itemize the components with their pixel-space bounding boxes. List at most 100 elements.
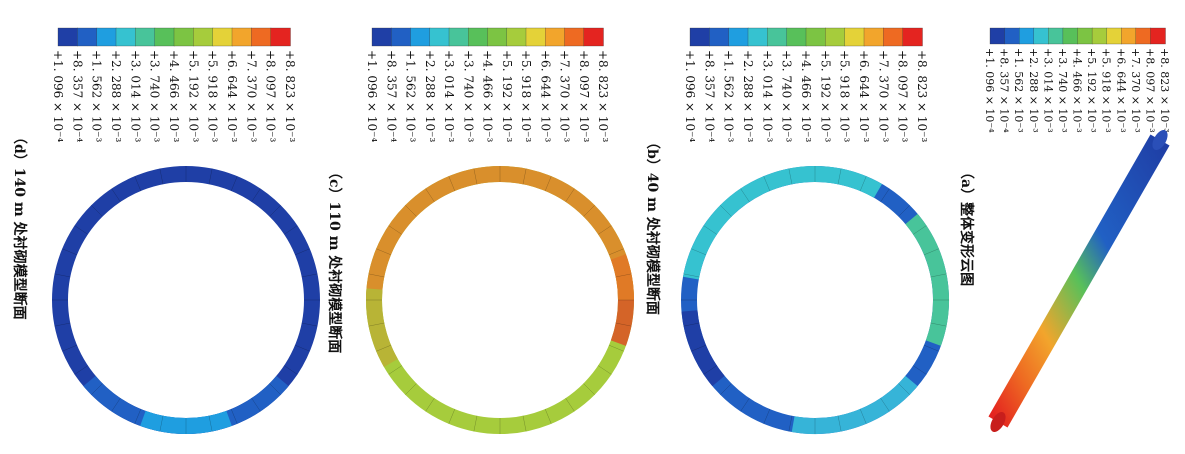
colorbar-segment [77,27,98,47]
colorbar-segment [1019,27,1035,45]
legend-label: +8. 357 × 10⁻⁴ [70,50,84,143]
ring-joint [134,176,141,192]
legend-label: +2. 288 × 10⁻³ [423,50,437,143]
ring-joint [740,398,750,412]
colorbar-segment [564,27,585,47]
legend-label: +4. 466 × 10⁻³ [167,50,181,143]
legend-label: +3. 014 × 10⁻³ [128,50,142,143]
ring-joint [898,383,910,395]
ring-joint [284,365,298,375]
ring-joint [448,176,455,192]
ring-joint [545,176,552,192]
ring-joint [720,205,732,217]
colorbar-segment [989,27,1006,45]
legend-label: +3. 740 × 10⁻³ [461,50,475,143]
ring-region [791,375,918,434]
ring-joint [683,273,700,278]
colorbar-segment [786,27,807,47]
colorbar-segment [173,27,194,47]
ring-joint [691,345,707,352]
legend-label: +7. 370 × 10⁻³ [1129,48,1142,133]
legend-label: +6. 644 × 10⁻³ [1114,48,1127,133]
legend-label: +8. 097 × 10⁻³ [264,50,278,143]
colorbar-segment [709,27,730,47]
ring-joint [880,188,890,202]
legend-label: +8. 823 × 10⁻³ [596,50,610,143]
ring-joint [608,345,624,352]
caption: （c）110 m 处衬砌模型断面 [326,165,343,353]
colorbar-segment [689,27,710,47]
colorbar-segment [487,27,508,47]
ring-joint [763,408,770,424]
legend-label: +8. 823 × 10⁻³ [1158,48,1171,133]
colorbar-segment [863,27,884,47]
ring-joint [231,408,238,424]
ring-joint [913,365,927,375]
ring-joint [860,176,867,192]
ring-joint [598,225,612,235]
colorbar-segment [844,27,865,47]
ring-joint [583,383,595,395]
ring-joint [62,248,78,255]
ring-joint [837,168,842,185]
ring-region [610,299,634,346]
ring-joint [251,398,261,412]
colorbar-segment [767,27,788,47]
colorbar-segment [583,27,604,47]
legend-label: +3. 740 × 10⁻³ [780,50,794,143]
legend-label: +3. 014 × 10⁻³ [760,50,774,143]
colorbar-segment [1048,27,1064,45]
legend-label: +5. 918 × 10⁻³ [206,50,220,143]
colorbar-segment [251,27,272,47]
colorbar-segment [506,27,527,47]
ring-joint [545,408,552,424]
ring-joint [565,188,575,202]
ring-joint [91,383,103,395]
caption: （d）140 m 处衬砌模型断面 [11,130,28,320]
legend-label: +8. 097 × 10⁻³ [577,50,591,143]
colorbar-segment [135,27,156,47]
ring-joint [763,176,770,192]
ring-joint [522,415,527,432]
legend-label: +5. 192 × 10⁻³ [818,50,832,143]
ring-joint [923,345,939,352]
legend-label: +4. 466 × 10⁻³ [1071,48,1084,133]
ring-joint [111,398,121,412]
colorbar-segment [391,27,412,47]
colorbar-segment [115,27,136,47]
ring-joint [74,365,88,375]
ring-joint [368,273,385,278]
ring-joint [448,408,455,424]
legend-label: +3. 014 × 10⁻³ [1041,48,1054,133]
ring-joint [294,345,310,352]
ring-joint [376,248,392,255]
ring-joint [388,365,402,375]
ring-joint [388,225,402,235]
legend-label: +1. 096 × 10⁻⁴ [983,48,996,133]
colorbar-segment [212,27,233,47]
legend-label: +3. 740 × 10⁻³ [1056,48,1069,133]
colorbar-segment [805,27,826,47]
ring-joint [522,168,527,185]
ring-joint [720,383,732,395]
ring-joint [269,205,281,217]
ring-joint [473,168,478,185]
colorbar-segment [193,27,214,47]
legend-label: +8. 357 × 10⁻⁴ [702,50,716,143]
ring-joint [860,408,867,424]
ring-joint [615,322,632,327]
colorbar-segment [1091,27,1108,45]
legend-label: +4. 466 × 10⁻³ [799,50,813,143]
colorbar-segment [371,27,392,47]
colorbar-segment [1062,27,1079,45]
ring-joint [608,248,624,255]
legend-label: +8. 097 × 10⁻³ [1143,48,1156,133]
colorbar-segment [154,27,175,47]
legend-label: +7. 370 × 10⁻³ [244,50,258,143]
ring-joint [565,398,575,412]
cylinder-end [990,412,1006,432]
caption: （b）40 m 处衬砌模型断面 [644,135,661,315]
ring-joint [913,225,927,235]
legend-label: +8. 823 × 10⁻³ [915,50,929,143]
